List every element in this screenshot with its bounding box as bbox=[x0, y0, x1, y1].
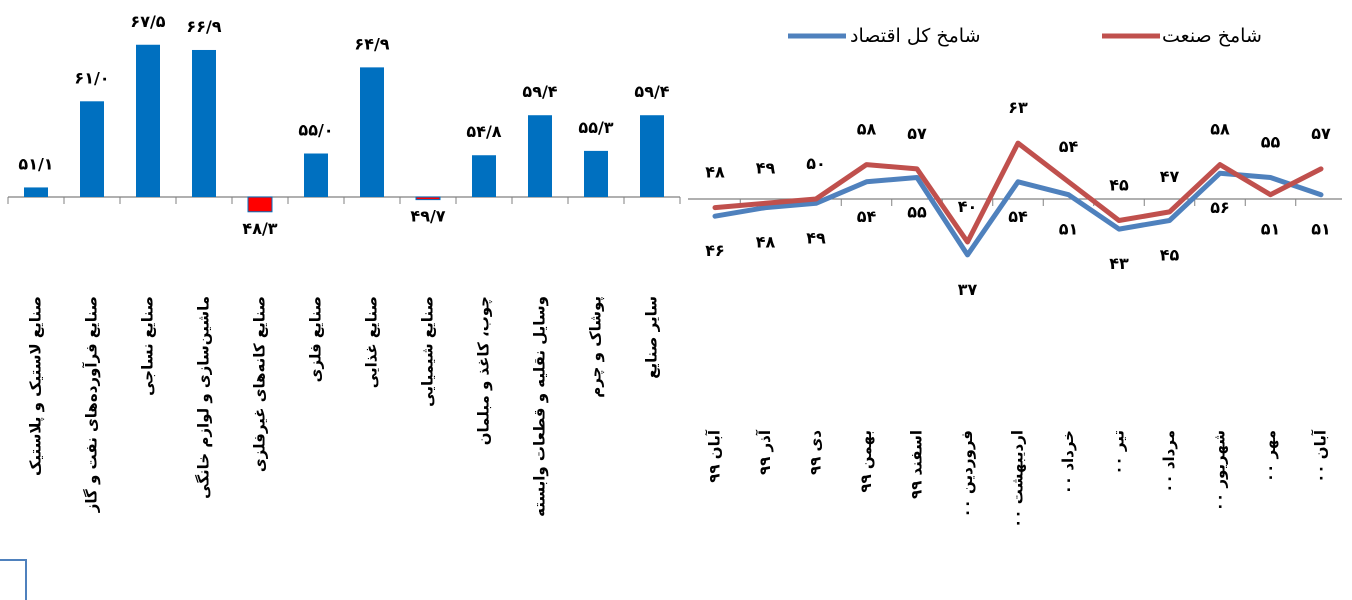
month-label: بهمن ۹۹ bbox=[857, 430, 875, 493]
bar-value-label: ۶۷/۵ bbox=[130, 12, 165, 31]
sector-bar-chart: ۵۱/۱ ۶۱/۰ ۶۷/۵ ۶۶/۹ ۴۸/۳ ۵۵/۰ ۶۴/۹ ۴۹/۷ ۵۴/۸ ۵۹/۴… bbox=[7, 12, 681, 517]
line-point-label: ۵۱ bbox=[1261, 220, 1281, 239]
line-point-label: ۵۱ bbox=[1311, 220, 1331, 239]
bar bbox=[528, 115, 552, 197]
month-label: دی ۹۹ bbox=[807, 430, 825, 475]
month-label: آبان ۰۰ bbox=[1312, 429, 1330, 483]
line-point-label: ۴۵ bbox=[1160, 246, 1180, 265]
bar-series bbox=[24, 44, 664, 213]
bar bbox=[247, 196, 273, 213]
economy-line bbox=[712, 170, 1324, 258]
line-point-label: ۵۶ bbox=[1210, 198, 1230, 217]
bar bbox=[80, 101, 104, 197]
bar-value-label: ۵۵/۳ bbox=[578, 118, 613, 137]
line-point-label: ۵۷ bbox=[1311, 124, 1331, 143]
bar-category-label: صنایع فلزی bbox=[307, 296, 325, 382]
month-label: مرداد ۰۰ bbox=[1160, 430, 1178, 493]
bar-category-label: چوب، کاغذ و مبلمان bbox=[475, 296, 494, 445]
line-legend: شامخ کل اقتصاد شامخ صنعت bbox=[788, 25, 1262, 47]
bar bbox=[584, 150, 608, 197]
month-label: اسفند ۹۹ bbox=[908, 430, 926, 499]
month-label: شهریور ۰۰ bbox=[1211, 430, 1229, 511]
bar-category-label: صنایع شیمیایی bbox=[419, 296, 437, 407]
line-point-label: ۴۹ bbox=[756, 158, 776, 177]
bar-data-labels: ۵۱/۱ ۶۱/۰ ۶۷/۵ ۶۶/۹ ۴۸/۳ ۵۵/۰ ۶۴/۹ ۴۹/۷ ۵۴/۸ ۵۹/۴… bbox=[18, 12, 669, 238]
bar bbox=[640, 115, 664, 197]
bar-value-label: ۴۹/۷ bbox=[410, 207, 445, 226]
month-label: خرداد ۰۰ bbox=[1059, 430, 1077, 494]
line-point-label: ۴۹ bbox=[806, 228, 826, 247]
line-point-label: ۵۴ bbox=[1008, 207, 1028, 226]
line-data-labels: ۴۸ ۴۹ ۵۰ ۵۸ ۵۷ ۴۰ ۶۳ ۵۴ ۴۵ ۴۷ ۵۸ ۵۱ ۵۷ ۴۶ ۴۸ ۴۹ ۵۴ ۵۵ ۳۷ ۵۴… bbox=[705, 98, 1331, 299]
month-label: اردیبهشت ۰۰ bbox=[1009, 430, 1027, 528]
bar-category-label: پوشاک و چرم bbox=[587, 296, 606, 398]
bar-category-label: وسایل نقلیه و قطعات وابسته bbox=[531, 296, 549, 517]
line-point-label: ۴۰ bbox=[958, 197, 978, 216]
line-point-label: ۴۵ bbox=[1109, 176, 1129, 195]
month-label: مهر ۰۰ bbox=[1261, 430, 1279, 482]
line-point-label: ۴۷ bbox=[1160, 167, 1180, 186]
line-point-label: ۵۵ bbox=[907, 203, 927, 222]
legend-label-economy: شامخ کل اقتصاد bbox=[850, 25, 981, 47]
line-point-label: ۴۳ bbox=[1109, 254, 1129, 273]
bar bbox=[192, 49, 216, 197]
bar-value-label: ۵۵/۰ bbox=[298, 121, 333, 140]
line-point-label: ۵۸ bbox=[1210, 120, 1230, 139]
bar-value-label: ۶۱/۰ bbox=[74, 68, 109, 87]
bar bbox=[24, 187, 48, 197]
line-point-label: ۵۷ bbox=[907, 124, 927, 143]
bar-category-label: صنایع نساجی bbox=[139, 296, 157, 396]
bar-category-label: صنایع غذایی bbox=[363, 296, 381, 388]
bar-value-label: ۵۹/۴ bbox=[522, 82, 557, 101]
bar-value-label: ۶۶/۹ bbox=[186, 17, 221, 36]
month-label: آذر ۹۹ bbox=[756, 429, 774, 475]
line-point-label: ۵۱ bbox=[1059, 220, 1079, 239]
bar bbox=[360, 67, 384, 198]
line-point-label: ۵۴ bbox=[857, 207, 877, 226]
bar-value-label: ۵۴/۸ bbox=[466, 122, 501, 141]
bar-value-label: ۵۱/۱ bbox=[18, 154, 53, 173]
bar-chart-ticks bbox=[7, 197, 681, 204]
bar-category-label: صنایع فرآورده‌های نفت و گاز bbox=[83, 296, 101, 513]
line-point-label: ۵۴ bbox=[1059, 137, 1079, 156]
month-label: تیر ۰۰ bbox=[1110, 430, 1128, 475]
line-point-label: ۴۸ bbox=[756, 233, 776, 252]
line-category-labels: آبان ۹۹ آذر ۹۹ دی ۹۹ بهمن ۹۹ اسفند ۹۹ فروردین… bbox=[706, 429, 1330, 528]
bar-category-labels: صنایع لاستیک و پلاستیک صنایع فرآورده‌های … bbox=[27, 296, 661, 517]
bar bbox=[472, 155, 496, 197]
bar-value-label: ۵۹/۴ bbox=[634, 82, 669, 101]
bar bbox=[136, 44, 160, 197]
month-label: فروردین ۰۰ bbox=[958, 430, 976, 517]
bar bbox=[415, 196, 441, 201]
line-series bbox=[712, 140, 1324, 258]
line-point-label: ۴۶ bbox=[705, 241, 725, 260]
bar-category-label: ماشین‌سازی و لوازم خانگی bbox=[195, 296, 213, 499]
line-point-label: ۶۳ bbox=[1008, 98, 1028, 117]
bar-category-label: سایر صنایع bbox=[643, 296, 661, 379]
line-point-label: ۴۸ bbox=[705, 163, 725, 182]
bar-category-label: صنایع کانه‌های غیرفلزی bbox=[251, 296, 269, 472]
bar-value-label: ۶۴/۹ bbox=[354, 34, 389, 53]
line-point-label: ۵۸ bbox=[857, 120, 877, 139]
line-point-label: ۵۵ bbox=[1261, 133, 1281, 152]
bar bbox=[304, 153, 328, 197]
line-point-label: ۵۰ bbox=[806, 154, 826, 173]
bar-category-label: صنایع لاستیک و پلاستیک bbox=[27, 296, 46, 476]
line-point-label: ۳۷ bbox=[958, 280, 978, 299]
legend-label-industry: شامخ صنعت bbox=[1162, 25, 1262, 47]
industry-line bbox=[712, 140, 1324, 245]
index-line-chart: شامخ کل اقتصاد شامخ صنعت ۴۸ ۴۹ ۵۰ ۵۸ ۵۷ ۴۰ ۶۳ ۵… bbox=[688, 25, 1342, 528]
bar-value-label: ۴۸/۳ bbox=[242, 219, 277, 238]
month-label: آبان ۹۹ bbox=[706, 429, 724, 483]
cell-selection-frame bbox=[0, 559, 27, 600]
